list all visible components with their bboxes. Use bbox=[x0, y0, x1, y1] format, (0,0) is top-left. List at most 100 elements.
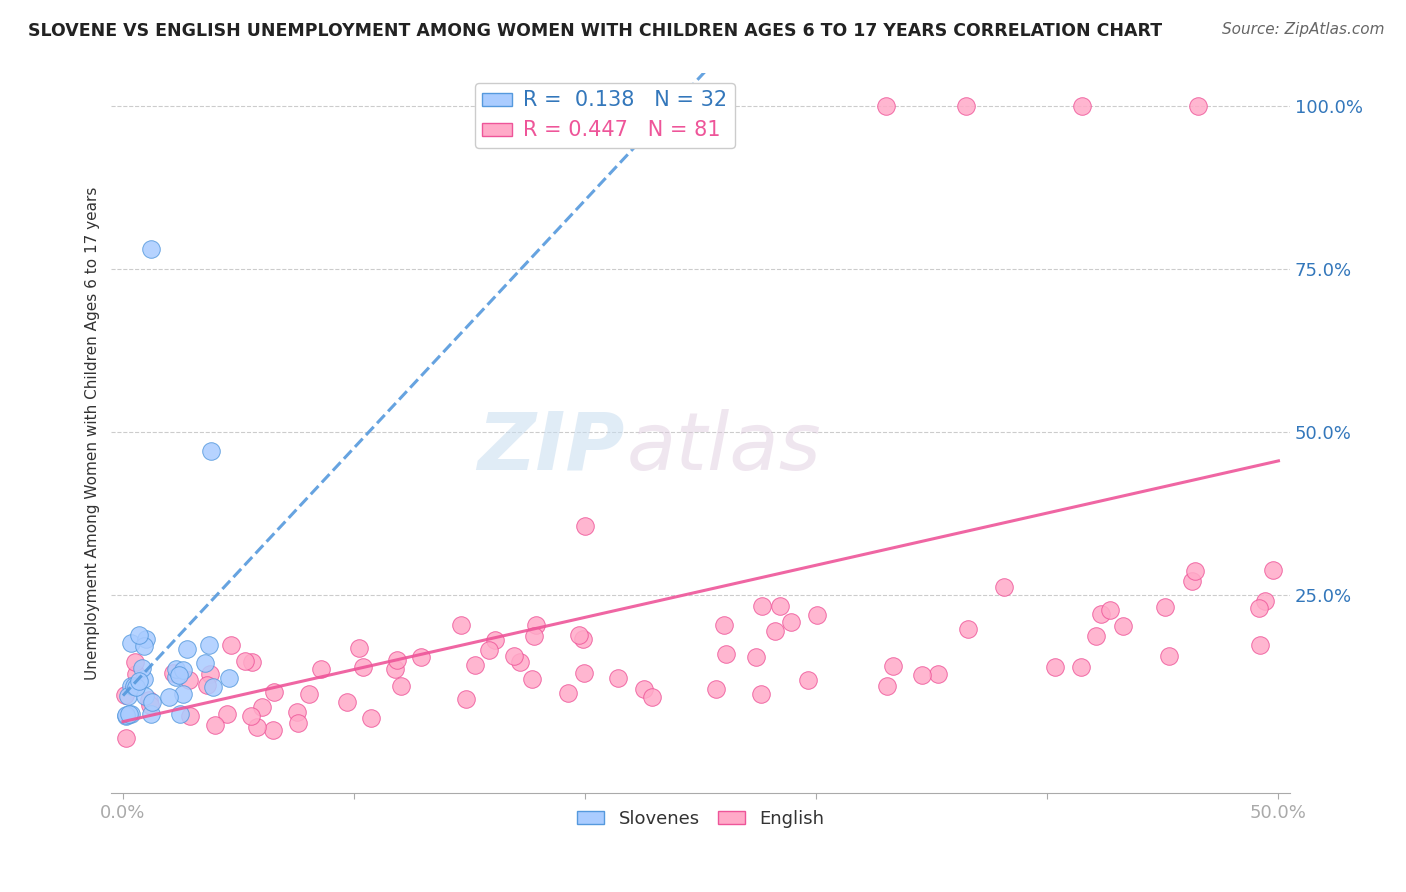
Point bbox=[165, 662, 187, 676]
Point bbox=[202, 680, 225, 694]
Point bbox=[194, 656, 217, 670]
Point bbox=[240, 656, 263, 670]
Point bbox=[125, 680, 148, 694]
Point bbox=[606, 671, 628, 685]
Point bbox=[179, 709, 201, 723]
Point bbox=[454, 691, 477, 706]
Point bbox=[704, 681, 727, 696]
Point bbox=[204, 718, 226, 732]
Point bbox=[139, 242, 162, 256]
Legend: Slovenes, English: Slovenes, English bbox=[569, 802, 831, 835]
Point bbox=[763, 624, 786, 639]
Point bbox=[246, 720, 269, 734]
Point bbox=[167, 668, 190, 682]
Point bbox=[336, 695, 359, 709]
Point bbox=[769, 599, 792, 613]
Point bbox=[198, 667, 221, 681]
Point bbox=[115, 731, 138, 745]
Point bbox=[1249, 600, 1271, 615]
Point bbox=[262, 723, 284, 737]
Point bbox=[557, 686, 579, 700]
Point bbox=[464, 658, 486, 673]
Point bbox=[128, 673, 150, 688]
Point bbox=[120, 706, 142, 721]
Point bbox=[749, 687, 772, 701]
Y-axis label: Unemployment Among Women with Children Ages 6 to 17 years: Unemployment Among Women with Children A… bbox=[86, 186, 100, 680]
Point bbox=[1154, 599, 1177, 614]
Point bbox=[138, 692, 160, 706]
Point bbox=[385, 653, 408, 667]
Point bbox=[1261, 563, 1284, 577]
Point bbox=[523, 629, 546, 643]
Point bbox=[478, 642, 501, 657]
Point bbox=[633, 681, 655, 696]
Point bbox=[1071, 98, 1094, 112]
Point bbox=[114, 708, 136, 723]
Point bbox=[215, 707, 238, 722]
Point bbox=[115, 709, 138, 723]
Point bbox=[128, 628, 150, 642]
Point bbox=[124, 655, 146, 669]
Point bbox=[198, 638, 221, 652]
Point bbox=[509, 656, 531, 670]
Point bbox=[285, 706, 308, 720]
Point bbox=[287, 715, 309, 730]
Point bbox=[233, 654, 256, 668]
Point bbox=[125, 667, 148, 681]
Point bbox=[132, 639, 155, 653]
Point bbox=[640, 690, 662, 705]
Point bbox=[714, 647, 737, 661]
Point bbox=[955, 98, 977, 112]
Point bbox=[389, 679, 412, 693]
Point bbox=[195, 678, 218, 692]
Point bbox=[503, 648, 526, 663]
Point bbox=[139, 698, 162, 712]
Point bbox=[1090, 607, 1112, 622]
Point bbox=[384, 662, 406, 676]
Point bbox=[993, 581, 1015, 595]
Point bbox=[1070, 660, 1092, 674]
Point bbox=[713, 618, 735, 632]
Point bbox=[1112, 619, 1135, 633]
Point bbox=[574, 519, 596, 533]
Point bbox=[911, 668, 934, 682]
Point bbox=[218, 671, 240, 685]
Point bbox=[524, 618, 547, 632]
Point bbox=[1249, 638, 1271, 652]
Point bbox=[568, 628, 591, 642]
Point bbox=[176, 642, 198, 657]
Point bbox=[120, 679, 142, 693]
Point bbox=[1157, 648, 1180, 663]
Point bbox=[132, 672, 155, 686]
Point bbox=[409, 650, 432, 665]
Point bbox=[956, 622, 979, 636]
Point bbox=[141, 695, 163, 709]
Point bbox=[118, 706, 141, 721]
Point bbox=[450, 618, 472, 632]
Point bbox=[360, 711, 382, 725]
Text: Source: ZipAtlas.com: Source: ZipAtlas.com bbox=[1222, 22, 1385, 37]
Point bbox=[572, 632, 595, 646]
Point bbox=[298, 687, 321, 701]
Point bbox=[240, 709, 263, 723]
Point bbox=[875, 98, 897, 112]
Point bbox=[927, 667, 949, 681]
Point bbox=[1045, 660, 1067, 674]
Point bbox=[1254, 594, 1277, 608]
Text: ZIP: ZIP bbox=[477, 409, 624, 486]
Point bbox=[200, 444, 222, 458]
Point bbox=[1181, 574, 1204, 588]
Point bbox=[124, 679, 146, 693]
Point bbox=[309, 662, 332, 676]
Point bbox=[745, 649, 768, 664]
Point bbox=[349, 641, 371, 656]
Point bbox=[117, 690, 139, 704]
Point bbox=[876, 679, 898, 693]
Point bbox=[882, 659, 904, 673]
Point bbox=[484, 633, 506, 648]
Text: SLOVENE VS ENGLISH UNEMPLOYMENT AMONG WOMEN WITH CHILDREN AGES 6 TO 17 YEARS COR: SLOVENE VS ENGLISH UNEMPLOYMENT AMONG WO… bbox=[28, 22, 1163, 40]
Point bbox=[572, 665, 595, 680]
Point bbox=[797, 673, 820, 688]
Point bbox=[1187, 98, 1209, 112]
Point bbox=[522, 673, 544, 687]
